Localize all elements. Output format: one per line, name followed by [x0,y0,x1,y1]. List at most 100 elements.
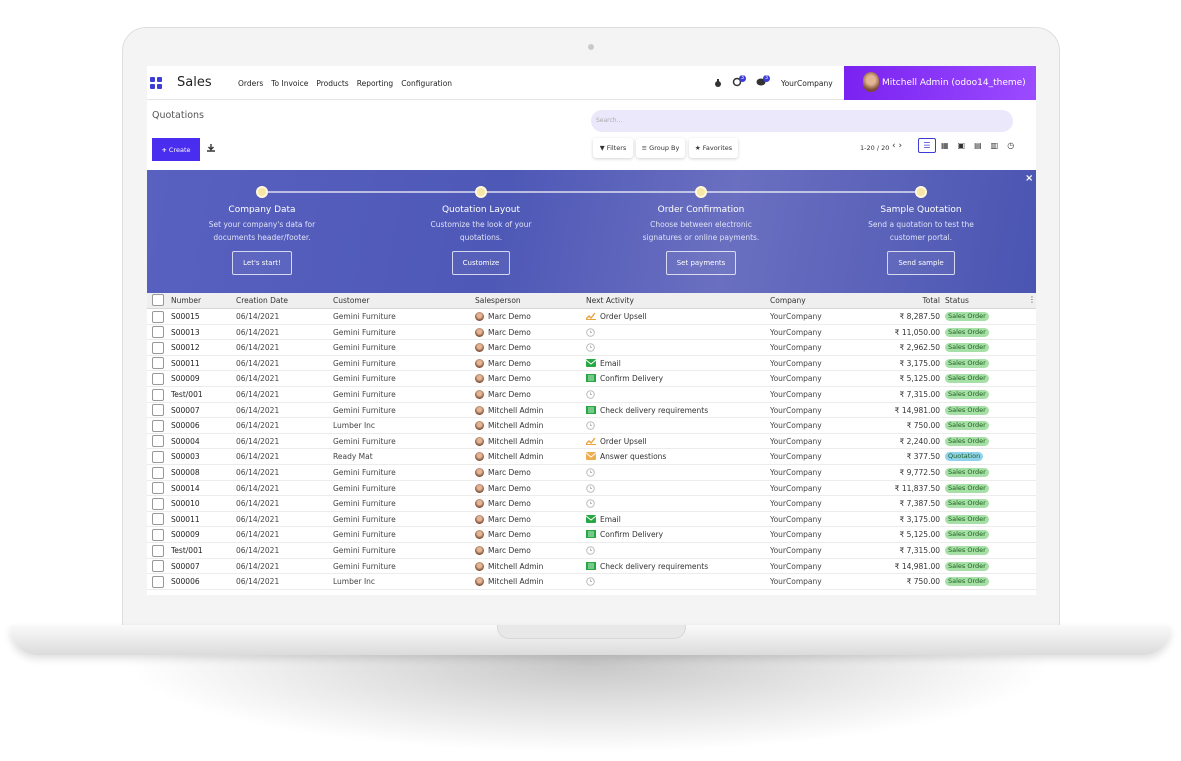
activity-icon[interactable] [585,358,597,367]
group-by-label: Group By [649,144,680,152]
activity-icon[interactable] [586,327,595,337]
table-row[interactable]: S00014 06/14/2021 Gemini Furniture Marc Dem… [147,481,1036,497]
activity-icon[interactable] [585,437,596,445]
table-row[interactable]: S00010 06/14/2021 Gemini Furniture Marc Dem… [147,496,1036,512]
step-button[interactable]: Send sample [887,251,955,275]
menu-item[interactable]: Products [316,79,349,88]
table-row[interactable]: S00012 06/14/2021 Gemini Furniture Marc Dem… [147,340,1036,356]
table-row[interactable]: S00011 06/14/2021 Gemini Furniture Marc Dem… [147,512,1036,528]
column-header[interactable]: Next Activity [586,296,634,305]
activity-icon[interactable] [586,468,595,477]
table-row[interactable]: S00007 06/14/2021 Gemini Furniture Mitchell… [147,403,1036,419]
company-switcher[interactable]: YourCompany [781,79,833,88]
checkbox[interactable] [152,575,164,588]
salesperson: Marc Demo [488,327,531,337]
activity-icon[interactable] [586,343,595,352]
column-header[interactable]: Total [922,296,940,305]
activity-icon[interactable] [732,77,742,87]
bug-icon[interactable] [713,78,723,88]
table-row[interactable]: S00006 06/14/2021 Lumber Inc Mitchell Admin… [147,574,1036,590]
column-header[interactable]: Creation Date [236,296,289,305]
column-options[interactable]: ⋮ [1028,295,1036,304]
activity-icon[interactable] [586,530,596,539]
activity-icon[interactable] [586,561,596,570]
checkbox[interactable] [152,513,164,526]
create-button[interactable]: + Create [152,138,200,161]
checkbox[interactable] [152,404,164,417]
activity-icon[interactable] [586,546,595,555]
checkbox[interactable] [152,450,164,463]
pager-arrows[interactable]: ‹ › [892,141,903,151]
menu-item[interactable]: Configuration [401,79,453,88]
customer: Gemini Furniture [333,483,396,493]
checkbox[interactable] [152,419,164,432]
activity-icon[interactable] [586,374,596,383]
table-row[interactable]: S00006 06/14/2021 Lumber Inc Mitchell Admin… [147,418,1036,434]
total: ₹ 2,240.00 [899,436,940,446]
table-row[interactable]: S00015 06/14/2021 Gemini Furniture Marc Dem… [147,309,1036,325]
step-dot [695,186,707,198]
table-row[interactable]: S00009 06/14/2021 Gemini Furniture Marc Dem… [147,527,1036,543]
activity-icon[interactable] [586,499,595,508]
checkbox[interactable] [152,294,164,306]
checkbox[interactable] [152,528,164,541]
favorites-button[interactable]: ★ Favorites [689,138,738,158]
checkbox[interactable] [152,482,164,495]
checkbox[interactable] [152,435,164,448]
menu-item[interactable]: Orders [238,79,264,88]
menu-item[interactable]: Reporting [356,79,394,88]
menu-item[interactable]: To Invoice [271,79,309,88]
column-header[interactable]: Number [171,296,202,305]
activity: Order Upsell [600,436,647,446]
checkbox[interactable] [152,372,164,385]
table-row[interactable]: Test/001 06/14/2021 Gemini Furniture Marc D… [147,387,1036,403]
salesperson: Marc Demo [488,312,531,321]
table-row[interactable]: S00007 06/14/2021 Gemini Furniture Mitchell… [147,559,1036,575]
step-text: quotations. [459,233,503,242]
download-icon[interactable] [207,144,215,152]
search-box[interactable]: Search... [591,110,1013,132]
table-row[interactable]: S00011 06/14/2021 Gemini Furniture Marc Dem… [147,356,1036,372]
checkbox[interactable] [152,388,164,401]
column-header[interactable]: Status [945,296,969,305]
activity-icon[interactable] [585,452,597,461]
column-header[interactable]: Salesperson [475,296,521,305]
company: YourCompany [770,452,822,462]
activity-icon[interactable] [586,421,595,430]
activity-icon[interactable] [586,405,596,414]
checkbox[interactable] [152,497,164,510]
step-button[interactable]: Let's start! [232,251,292,275]
app-name[interactable]: Sales [177,75,212,90]
activity-icon[interactable] [586,390,595,399]
activity-icon[interactable] [586,483,595,493]
table-row[interactable]: S00013 06/14/2021 Gemini Furniture Marc Dem… [147,325,1036,341]
activity-icon[interactable] [585,312,596,320]
column-header[interactable]: Company [770,296,806,305]
view-switcher[interactable]: ▦▣▤▥◷ [941,141,1024,150]
activity-icon[interactable] [586,577,595,586]
column-header[interactable]: Customer [333,296,370,305]
checkbox[interactable] [152,544,164,557]
table-row[interactable]: S00003 06/14/2021 Ready Mat Mitchell Admin A… [147,449,1036,465]
table-row[interactable]: S00004 06/14/2021 Gemini Furniture Mitchell… [147,434,1036,450]
checkbox[interactable] [152,310,164,323]
checkbox[interactable] [152,560,164,573]
close-button[interactable]: × [1025,173,1034,184]
step-button[interactable]: Customize [451,251,511,275]
checkbox[interactable] [152,357,164,370]
table-row[interactable]: S00008 06/14/2021 Gemini Furniture Marc Dem… [147,465,1036,481]
list-view[interactable]: ☰ [918,138,936,153]
pager: 1-20 / 20 [860,144,890,152]
table-row[interactable]: S00009 06/14/2021 Gemini Furniture Marc Dem… [147,371,1036,387]
app-menu-icon[interactable] [150,77,162,89]
user-menu[interactable]: Mitchell Admin (odoo14_theme) [844,66,1036,100]
filters-button[interactable]: ▼ Filters [593,138,633,158]
group-by-button[interactable]: ≡ Group By [636,138,685,158]
table-row[interactable]: Test/001 06/14/2021 Gemini Furniture Marc D… [147,543,1036,559]
checkbox[interactable] [152,466,164,479]
navbar: Sales Orders To Invoice Products Reporting C… [147,66,1036,100]
activity-icon[interactable] [585,514,597,523]
step-button[interactable]: Set payments [665,251,737,275]
checkbox[interactable] [152,341,164,354]
checkbox[interactable] [152,326,164,339]
